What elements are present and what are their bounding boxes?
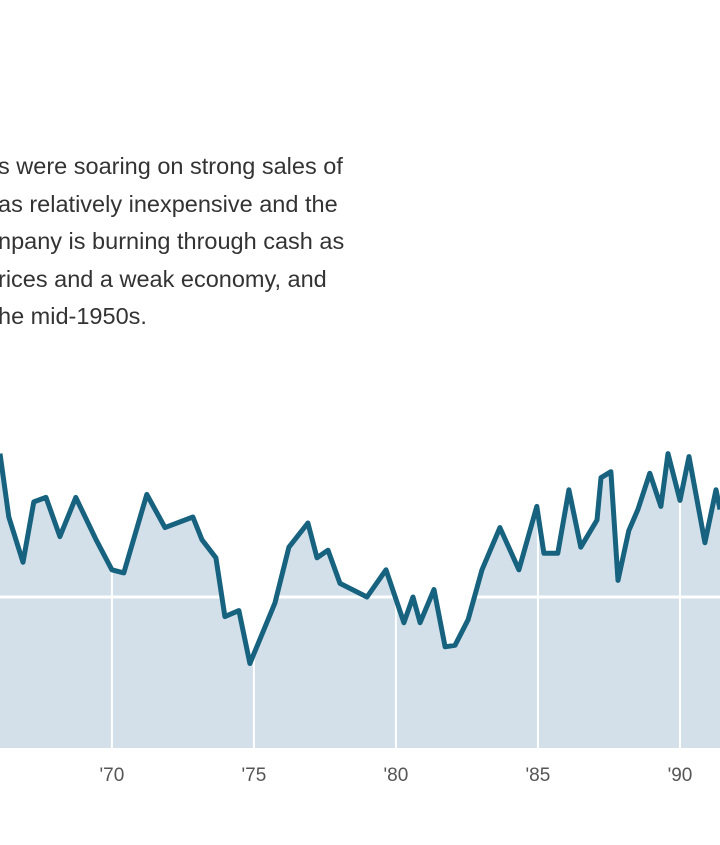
x-tick-label: '85 [526,765,551,786]
x-tick-label: '90 [668,765,693,786]
x-tick-label: '70 [100,765,125,786]
intro-line: s were soaring on strong sales of [0,153,343,179]
intro-line: he mid-1950s. [0,303,147,329]
x-axis-ticks: '70 '75 '80 '85 '90 [100,765,693,786]
intro-line: rices and a weak economy, and [0,265,327,292]
x-tick-label: '75 [242,765,267,786]
series-line [0,451,720,666]
intro-line: npany is burning through cash as [0,228,345,254]
x-tick-label: '80 [384,765,409,786]
intro-text: s were soaring on strong sales of as rel… [0,148,720,336]
area-fill [0,453,720,748]
intro-line: as relatively inexpensive and the [0,190,338,217]
